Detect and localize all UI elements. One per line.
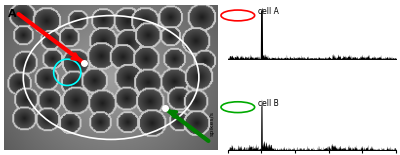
Text: B: B (219, 0, 228, 1)
Text: cell B: cell B (258, 99, 279, 108)
Text: A: A (8, 9, 17, 19)
Text: spikes/s: spikes/s (209, 111, 214, 136)
Text: cell A: cell A (258, 7, 279, 16)
